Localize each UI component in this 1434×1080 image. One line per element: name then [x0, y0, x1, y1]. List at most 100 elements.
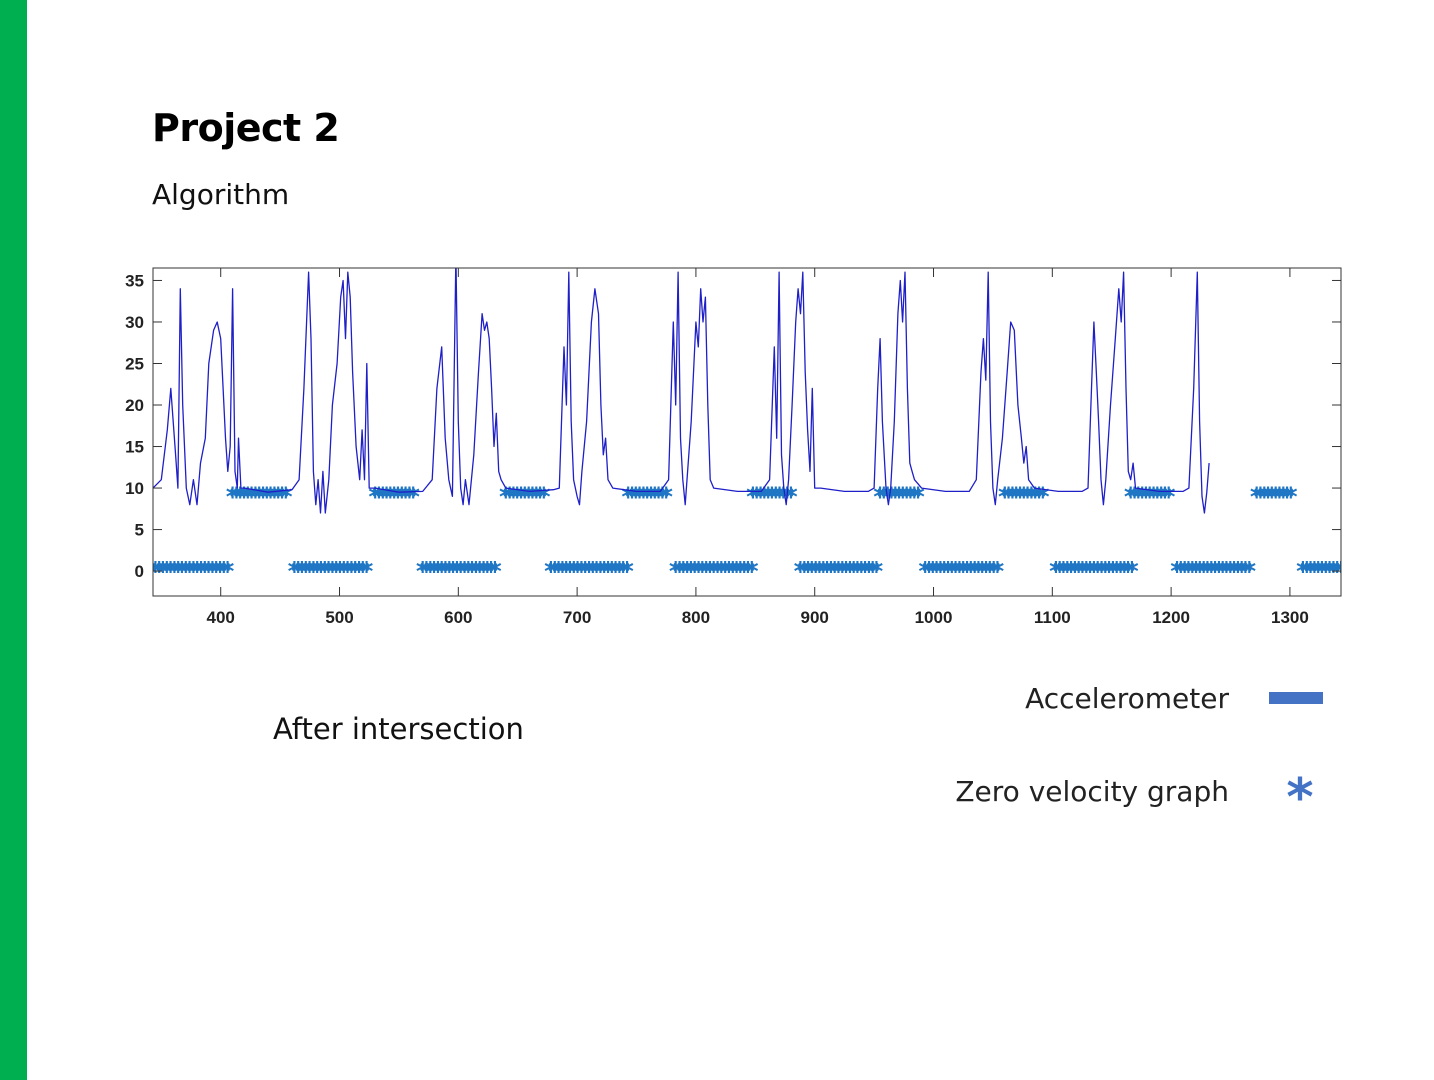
zero-velocity-marker: * [575, 557, 589, 587]
zero-velocity-marker: * [669, 557, 683, 587]
zero-velocity-marker: * [1227, 557, 1241, 587]
zero-velocity-marker: * [1276, 482, 1290, 512]
zero-velocity-marker: * [256, 482, 270, 512]
zero-velocity-marker: * [784, 482, 798, 512]
zero-velocity-marker: * [149, 557, 163, 587]
zero-velocity-marker: * [1311, 557, 1325, 587]
zero-velocity-marker: * [590, 557, 604, 587]
zero-velocity-marker: * [310, 557, 324, 587]
zero-velocity-marker: * [484, 557, 498, 587]
zero-velocity-marker: * [318, 557, 332, 587]
zero-velocity-marker: * [1068, 557, 1082, 587]
zero-velocity-marker: * [1154, 482, 1168, 512]
zero-velocity-marker: * [473, 557, 487, 587]
zero-velocity-marker: * [620, 557, 634, 587]
zero-velocity-marker: * [1265, 482, 1279, 512]
y-tick-label: 15 [125, 438, 144, 457]
y-tick-label: 35 [125, 271, 144, 290]
zero-velocity-segment: *********** [873, 482, 925, 512]
zero-velocity-marker: * [730, 557, 744, 587]
zero-velocity-marker: * [1083, 557, 1097, 587]
zero-velocity-marker: * [1220, 557, 1234, 587]
zero-velocity-marker: * [526, 482, 540, 512]
zero-velocity-marker: * [741, 557, 755, 587]
zero-velocity-marker: * [718, 557, 732, 587]
zero-velocity-marker: * [1193, 557, 1207, 587]
zero-velocity-segment: ******************** [149, 557, 235, 587]
zero-velocity-marker: * [183, 557, 197, 587]
zero-velocity-marker: * [769, 482, 783, 512]
y-tick-label: 25 [125, 354, 144, 373]
zero-velocity-marker: * [544, 557, 558, 587]
zero-velocity-marker: * [1284, 482, 1298, 512]
zero-velocity-marker: * [271, 482, 285, 512]
zero-velocity-marker: * [439, 557, 453, 587]
zero-velocity-marker: * [586, 557, 600, 587]
legend-label-accelerometer: Accelerometer [1025, 682, 1229, 715]
zero-velocity-marker: * [168, 557, 182, 587]
zero-velocity-marker: * [291, 557, 305, 587]
zero-velocity-marker: * [303, 557, 317, 587]
zero-velocity-marker: * [1319, 557, 1333, 587]
series-group: *************** *********** *********** ***… [149, 268, 1341, 587]
zero-velocity-marker: * [652, 482, 666, 512]
zero-velocity-marker: * [454, 557, 468, 587]
zero-velocity-marker: * [797, 557, 811, 587]
chart-caption: After intersection [273, 712, 524, 746]
zero-velocity-marker: * [571, 557, 585, 587]
y-tick-label: 10 [125, 479, 144, 498]
plot-frame [152, 267, 1342, 597]
zero-velocity-marker: * [832, 557, 846, 587]
x-tick-label: 700 [563, 608, 591, 627]
zero-velocity-marker: * [987, 557, 1001, 587]
zero-velocity-marker: * [854, 557, 868, 587]
zero-velocity-marker: * [711, 557, 725, 587]
zero-velocity-marker: * [1158, 482, 1172, 512]
zero-velocity-marker: * [1304, 557, 1318, 587]
zero-velocity-marker: * [442, 557, 456, 587]
zero-velocity-marker: * [435, 557, 449, 587]
x-tick-label: 600 [444, 608, 472, 627]
zero-velocity-marker: * [594, 557, 608, 587]
zero-velocity-marker: * [616, 557, 630, 587]
zero-velocity-marker: * [559, 557, 573, 587]
zero-velocity-marker: * [1076, 557, 1090, 587]
zero-velocity-marker: * [187, 557, 201, 587]
zero-velocity-marker: * [1204, 557, 1218, 587]
zero-velocity-marker: * [1327, 557, 1341, 587]
zero-velocity-segment: *********** [1124, 482, 1176, 512]
zero-velocity-marker: * [703, 557, 717, 587]
zero-velocity-marker: * [656, 482, 670, 512]
zero-velocity-marker: * [613, 557, 627, 587]
zero-velocity-marker: * [427, 557, 441, 587]
zero-velocity-marker: * [707, 557, 721, 587]
zero-velocity-marker: * [237, 482, 251, 512]
zero-velocity-marker: * [911, 482, 925, 512]
zero-velocity-marker: * [202, 557, 216, 587]
zero-velocity-marker: * [1257, 482, 1271, 512]
zero-velocity-marker: * [1087, 557, 1101, 587]
x-tick-label: 500 [325, 608, 353, 627]
zero-velocity-marker: * [900, 482, 914, 512]
zero-velocity-segment: *********** [499, 482, 551, 512]
zero-velocity-marker: * [1174, 557, 1188, 587]
zero-velocity-marker: * [1261, 482, 1275, 512]
zero-velocity-marker: * [1300, 557, 1314, 587]
zero-velocity-marker: * [221, 557, 235, 587]
zero-velocity-marker: * [329, 557, 343, 587]
zero-velocity-marker: * [368, 482, 382, 512]
zero-velocity-marker: * [758, 482, 772, 512]
zero-velocity-marker: * [230, 482, 244, 512]
zero-velocity-marker: * [179, 557, 193, 587]
zero-velocity-marker: * [307, 557, 321, 587]
zero-velocity-marker: * [715, 557, 729, 587]
x-tick-label: 800 [682, 608, 710, 627]
zero-velocity-marker: * [360, 557, 374, 587]
zero-velocity-marker: * [1162, 482, 1176, 512]
zero-velocity-marker: * [299, 557, 313, 587]
zero-velocity-segment: ********************* [669, 557, 759, 587]
zero-velocity-marker: * [403, 482, 417, 512]
y-tick-label: 5 [135, 521, 144, 540]
zero-velocity-marker: * [1182, 557, 1196, 587]
zero-velocity-segment: ******************** [416, 557, 502, 587]
